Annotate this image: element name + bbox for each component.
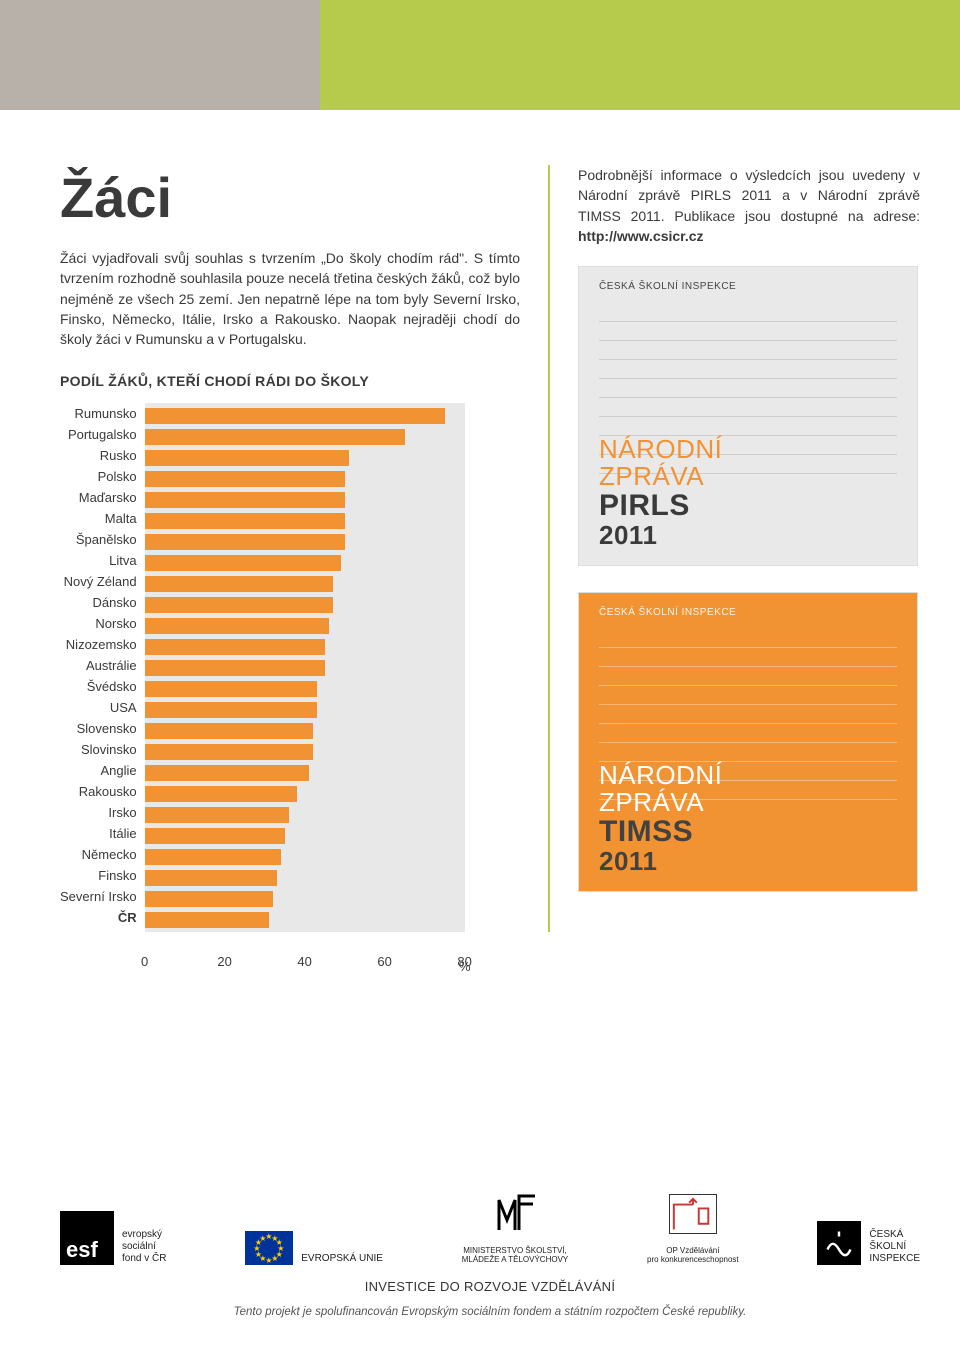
cover-line4: 2011 bbox=[599, 522, 722, 549]
intro-paragraph: Žáci vyjadřovali svůj souhlas s tvrzením… bbox=[60, 248, 520, 349]
cover-line4: 2011 bbox=[599, 848, 722, 875]
x-axis-tick: 0 bbox=[141, 954, 148, 969]
bar bbox=[145, 828, 285, 844]
x-axis-tick: 20 bbox=[217, 954, 231, 969]
y-axis-label: Dánsko bbox=[93, 592, 137, 613]
cover-line2: ZPRÁVA bbox=[599, 463, 722, 490]
x-axis-tick: 40 bbox=[297, 954, 311, 969]
y-axis-label: Slovinsko bbox=[81, 739, 137, 760]
cover-line3: PIRLS bbox=[599, 490, 722, 522]
y-axis-label: Slovensko bbox=[77, 718, 137, 739]
y-axis-label: Severní Irsko bbox=[60, 886, 137, 907]
csi-logo: ČESKÁ ŠKOLNÍ INSPEKCE bbox=[817, 1221, 920, 1265]
y-axis-label: Nizozemsko bbox=[66, 634, 137, 655]
cover-line3: TIMSS bbox=[599, 816, 722, 848]
unit-label: % bbox=[459, 959, 471, 974]
y-axis-label: Anglie bbox=[100, 760, 136, 781]
column-divider bbox=[548, 165, 550, 932]
y-axis-label: Irsko bbox=[108, 802, 136, 823]
bar bbox=[145, 723, 313, 739]
bar bbox=[145, 849, 281, 865]
right-paragraph-text: Podrobnější informace o výsledcích jsou … bbox=[578, 167, 920, 224]
bar bbox=[145, 513, 345, 529]
bar bbox=[145, 429, 405, 445]
bar bbox=[145, 408, 445, 424]
x-axis-tick: 60 bbox=[377, 954, 391, 969]
csicr-link[interactable]: http://www.csicr.cz bbox=[578, 228, 704, 244]
report-cover: ČESKÁ ŠKOLNÍ INSPEKCE NÁRODNÍZPRÁVATIMSS2… bbox=[578, 592, 918, 892]
y-axis-label: ČR bbox=[118, 907, 137, 928]
footer: evropský sociální fond v ČR ★★★★★★★★★★★★… bbox=[60, 1190, 920, 1318]
bar bbox=[145, 660, 325, 676]
bar bbox=[145, 807, 289, 823]
eu-logo: ★★★★★★★★★★★★ EVROPSKÁ UNIE bbox=[245, 1231, 383, 1265]
msmt-logo: MINISTERSTVO ŠKOLSTVÍ, MLÁDEŽE A TĚLOVÝC… bbox=[462, 1190, 569, 1265]
cover-csi: ČESKÁ ŠKOLNÍ INSPEKCE bbox=[599, 607, 736, 618]
bar bbox=[145, 681, 317, 697]
y-axis-label: Rumunsko bbox=[74, 403, 136, 424]
bar bbox=[145, 534, 345, 550]
y-axis-label: Malta bbox=[105, 508, 137, 529]
cover-line1: NÁRODNÍ bbox=[599, 762, 722, 789]
bar bbox=[145, 870, 277, 886]
cover-csi: ČESKÁ ŠKOLNÍ INSPEKCE bbox=[599, 281, 736, 292]
bar bbox=[145, 765, 309, 781]
y-axis-label: USA bbox=[110, 697, 137, 718]
y-axis-label: Maďarsko bbox=[79, 487, 137, 508]
cover-line2: ZPRÁVA bbox=[599, 789, 722, 816]
y-axis-label: Německo bbox=[82, 844, 137, 865]
y-axis-label: Španělsko bbox=[76, 529, 137, 550]
y-axis-label: Austrálie bbox=[86, 655, 137, 676]
report-cover: ČESKÁ ŠKOLNÍ INSPEKCE NÁRODNÍZPRÁVAPIRLS2… bbox=[578, 266, 918, 566]
bar bbox=[145, 597, 333, 613]
bar bbox=[145, 912, 269, 928]
bar bbox=[145, 618, 329, 634]
esf-logo: evropský sociální fond v ČR bbox=[60, 1211, 166, 1265]
bar-chart: RumunskoPortugalskoRuskoPolskoMaďarskoMa… bbox=[60, 403, 520, 932]
y-axis-label: Finsko bbox=[98, 865, 136, 886]
y-axis-label: Rusko bbox=[100, 445, 137, 466]
bar bbox=[145, 555, 341, 571]
y-axis-label: Švédsko bbox=[87, 676, 137, 697]
y-axis-label: Litva bbox=[109, 550, 136, 571]
right-paragraph: Podrobnější informace o výsledcích jsou … bbox=[578, 165, 920, 246]
y-axis-label: Itálie bbox=[109, 823, 136, 844]
bar bbox=[145, 471, 345, 487]
cofinancing-note: Tento projekt je spolufinancován Evropsk… bbox=[60, 1306, 920, 1318]
y-axis-label: Norsko bbox=[95, 613, 136, 634]
bar bbox=[145, 492, 345, 508]
bar bbox=[145, 702, 317, 718]
chart-title: PODÍL ŽÁKŮ, KTEŘÍ CHODÍ RÁDI DO ŠKOLY bbox=[60, 373, 520, 389]
header-gray-block bbox=[0, 0, 320, 110]
y-axis-label: Nový Zéland bbox=[64, 571, 137, 592]
cover-line1: NÁRODNÍ bbox=[599, 436, 722, 463]
bar bbox=[145, 744, 313, 760]
overline: PIRLS 2011 & TIMSS 2011 bbox=[60, 135, 245, 152]
page-title: Žáci bbox=[60, 165, 520, 230]
y-axis-label: Portugalsko bbox=[68, 424, 137, 445]
invest-tagline: INVESTICE DO ROZVOJE VZDĚLÁVÁNÍ bbox=[60, 1279, 920, 1294]
y-axis-label: Rakousko bbox=[79, 781, 137, 802]
opvk-logo: OP Vzdělávání pro konkurenceschopnost bbox=[647, 1194, 739, 1265]
bar bbox=[145, 576, 333, 592]
bar bbox=[145, 891, 273, 907]
bar bbox=[145, 786, 297, 802]
bar bbox=[145, 639, 325, 655]
bar bbox=[145, 450, 349, 466]
y-axis-label: Polsko bbox=[98, 466, 137, 487]
